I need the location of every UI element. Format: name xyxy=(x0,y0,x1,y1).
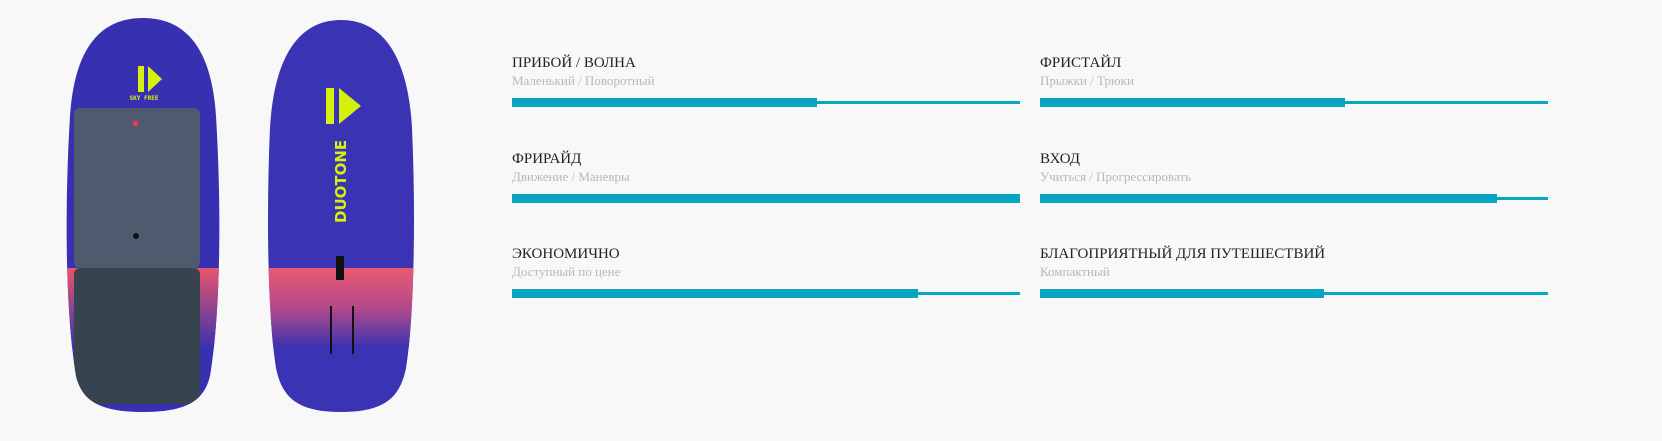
spec-rating-bar xyxy=(1040,194,1548,203)
spec-rating-bar xyxy=(512,194,1020,203)
board-bottom-image: DUOTONE xyxy=(268,20,414,412)
spec-title: ПРИБОЙ / ВОЛНА xyxy=(512,55,636,71)
spec-economy: ЭКОНОМИЧНО Доступный по цене xyxy=(512,245,1020,298)
spec-subtitle: Маленький / Поворотный xyxy=(512,73,655,88)
spec-title: БЛАГОПРИЯТНЫЙ ДЛЯ ПУТЕШЕСТВИЙ xyxy=(1040,246,1326,262)
spec-freestyle: ФРИСТАЙЛ Прыжки / Трюки xyxy=(1040,54,1548,107)
spec-surf-wave: ПРИБОЙ / ВОЛНА Маленький / Поворотный xyxy=(512,54,1020,107)
brand-logo-text: DUOTONE xyxy=(332,140,350,223)
spec-title: ЭКОНОМИЧНО xyxy=(512,246,620,262)
board-deck-image: SKY FREE xyxy=(66,18,220,412)
spec-subtitle: Движение / Маневры xyxy=(512,169,630,184)
spec-rating-bar xyxy=(1040,289,1548,298)
spec-rating-fill xyxy=(1040,194,1498,203)
spec-rating-fill xyxy=(1040,289,1325,298)
spec-subtitle: Доступный по цене xyxy=(512,264,621,279)
board-model-label: SKY FREE xyxy=(130,95,159,102)
spec-rating-bar xyxy=(1040,98,1548,107)
spec-freeride: ФРИРАЙД Движение / Маневры xyxy=(512,150,1020,203)
spec-rating-fill xyxy=(1040,98,1345,107)
spec-rating-fill xyxy=(512,289,919,298)
spec-subtitle: Прыжки / Трюки xyxy=(1040,73,1134,88)
spec-rating-fill xyxy=(512,194,1020,203)
spec-rating-fill xyxy=(512,98,817,107)
spec-subtitle: Компактный xyxy=(1040,264,1110,279)
spec-rating-bar xyxy=(512,289,1020,298)
spec-subtitle: Учиться / Прогрессировать xyxy=(1040,169,1191,184)
spec-title: ФРИРАЙД xyxy=(512,151,582,167)
spec-travel: БЛАГОПРИЯТНЫЙ ДЛЯ ПУТЕШЕСТВИЙ Компактный xyxy=(1040,245,1548,298)
spec-rating-bar xyxy=(512,98,1020,107)
spec-title: ФРИСТАЙЛ xyxy=(1040,55,1122,71)
spec-title: ВХОД xyxy=(1040,151,1081,167)
spec-entry: ВХОД Учиться / Прогрессировать xyxy=(1040,150,1548,203)
